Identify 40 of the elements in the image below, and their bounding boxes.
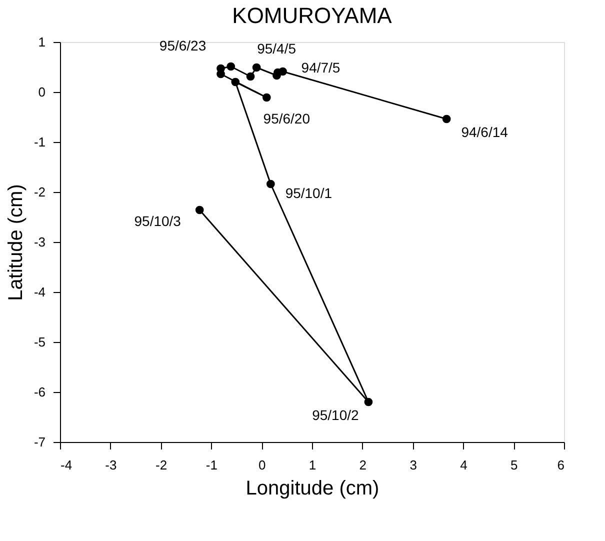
x-tick-label: 6 — [557, 458, 564, 472]
x-tick-label: 3 — [410, 458, 417, 472]
y-tick-label: -3 — [34, 234, 46, 250]
y-tick-label: -2 — [34, 184, 46, 200]
y-tick-label: 1 — [38, 34, 46, 50]
x-tick-label: 1 — [308, 458, 316, 472]
point — [246, 72, 255, 81]
annotation: 95/10/2 — [312, 407, 360, 423]
x-tick-label: -3 — [105, 458, 117, 472]
point — [262, 93, 271, 102]
y-tick-label: -5 — [34, 334, 46, 350]
annotation: 95/6/23 — [159, 38, 206, 54]
x-tick-label: -2 — [156, 458, 168, 472]
annotation: 94/6/14 — [461, 124, 508, 140]
point — [231, 78, 240, 86]
x-tick-label: 0 — [258, 458, 266, 472]
x-axis-title: Longitude (cm) — [246, 478, 380, 500]
point — [266, 180, 275, 188]
y-tick-label: -6 — [34, 384, 46, 400]
annotation: 95/6/20 — [263, 110, 310, 126]
point — [364, 398, 373, 406]
x-tick-label: 4 — [460, 458, 468, 472]
point — [252, 63, 261, 72]
y-tick-label: 0 — [38, 84, 46, 100]
x-tick-label: 5 — [510, 458, 518, 472]
point — [226, 62, 236, 71]
x-tick-label: 2 — [359, 458, 367, 472]
annotation: 95/4/5 — [257, 40, 296, 56]
point — [195, 206, 204, 214]
annotation: 94/7/5 — [301, 60, 340, 76]
y-tick-label: -4 — [34, 284, 46, 300]
annotation: 95/10/1 — [285, 185, 332, 201]
x-tick-label: -1 — [206, 458, 218, 472]
y-tick-label: -7 — [34, 434, 46, 450]
y-tick-label: -1 — [34, 134, 46, 150]
y-axis-title: Latitude (cm) — [4, 184, 27, 301]
annotation: 95/10/3 — [134, 213, 182, 229]
x-tick-label: -4 — [60, 458, 72, 472]
chart-title: KOMUROYAMA — [232, 3, 392, 28]
point — [442, 114, 451, 124]
